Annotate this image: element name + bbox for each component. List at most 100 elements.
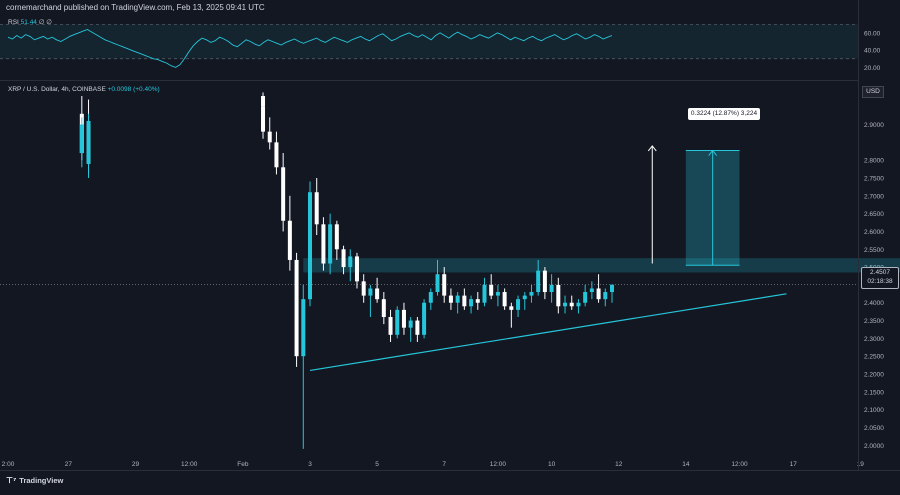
candle-body <box>455 295 460 303</box>
time-tick-label: 29 <box>132 461 140 468</box>
candle <box>274 131 279 175</box>
time-tick-label: 5 <box>375 461 379 468</box>
time-tick-label: 7 <box>442 461 446 468</box>
price-tick-label: 2.2500 <box>864 354 884 361</box>
candle <box>576 299 581 314</box>
candle-body <box>388 316 393 335</box>
candle <box>281 153 286 232</box>
price-tick-label: 2.9000 <box>864 122 884 129</box>
price-axis-border <box>858 0 859 470</box>
rsi-value: 51.44 <box>20 19 37 26</box>
tv-logo-icon: ⊤⁷ <box>6 476 17 485</box>
candle <box>328 213 333 275</box>
currency-badge[interactable]: USD <box>862 86 884 98</box>
candle <box>422 299 427 339</box>
candle-body <box>281 167 286 221</box>
candle <box>589 281 594 300</box>
candle <box>596 274 601 303</box>
candle <box>509 302 514 328</box>
time-tick-label: 3 <box>308 461 312 468</box>
candle <box>448 288 453 310</box>
candle <box>482 277 487 307</box>
symbol-change: +0.0098 (+0.40%) <box>107 86 160 93</box>
rsi-legend: RSI 51.44 ∅ ∅ <box>8 18 52 26</box>
bar-countdown: 02:18:38 <box>867 278 893 285</box>
price-tick-label: 2.0500 <box>864 425 884 432</box>
candle <box>361 274 366 303</box>
candle-body <box>395 309 400 335</box>
candle-body <box>610 284 614 293</box>
candle-body <box>354 256 359 282</box>
candle-body <box>495 292 500 296</box>
candle <box>516 295 521 317</box>
time-tick-label: 12:00 <box>490 461 507 468</box>
candle <box>462 288 467 310</box>
candle-body <box>589 288 594 293</box>
pane-divider[interactable] <box>0 80 858 81</box>
time-tick-label: Feb <box>237 461 249 468</box>
price-tick-label: 2.4000 <box>864 300 884 307</box>
price-tick-label: 2.3500 <box>864 318 884 325</box>
rsi-label[interactable]: RSI <box>8 19 19 26</box>
rsi-line <box>7 29 613 68</box>
candle <box>408 316 413 342</box>
candle <box>469 295 474 314</box>
candle <box>583 284 588 307</box>
candle-body <box>415 320 420 335</box>
time-tick-label: 17 <box>790 461 798 468</box>
candle-body <box>348 256 353 268</box>
rsi-tick-label: 60.00 <box>864 30 881 37</box>
candle-body <box>86 120 91 164</box>
time-tick-label: 19 <box>857 461 865 468</box>
projection-arrowhead <box>708 149 718 156</box>
candle-body <box>556 284 561 307</box>
candle-body <box>381 299 386 317</box>
candle-body <box>583 292 588 303</box>
rsi-tick-label: 20.00 <box>864 65 881 72</box>
time-tick-label: 2:00 <box>2 461 15 468</box>
candle-body <box>79 124 84 154</box>
candle <box>287 195 292 271</box>
price-tick-label: 2.6500 <box>864 211 884 218</box>
time-tick-label: 10 <box>548 461 556 468</box>
price-tick-label: 2.1500 <box>864 389 884 396</box>
candle-body <box>576 302 581 307</box>
time-tick-label: 12:00 <box>731 461 748 468</box>
candle-body <box>522 295 527 300</box>
footer: ⊤⁷ TradingView <box>0 470 900 491</box>
candle-body <box>549 284 554 293</box>
candle <box>308 181 312 307</box>
last-price: 2.4507 <box>870 269 890 276</box>
candle <box>529 284 534 303</box>
candle <box>489 274 494 300</box>
candle <box>334 220 339 260</box>
candle-body <box>462 295 467 307</box>
candle <box>301 284 306 449</box>
candle <box>348 249 353 282</box>
candle-body <box>328 224 333 264</box>
candle-body <box>569 302 574 307</box>
candle <box>381 292 386 325</box>
candle <box>341 245 346 275</box>
rsi-tick-label: 40.00 <box>864 48 881 55</box>
price-tick-label: 2.0000 <box>864 443 884 450</box>
candle-body <box>334 224 339 250</box>
target-arrowhead <box>647 145 657 152</box>
candle <box>442 267 447 303</box>
candle-body <box>529 292 534 296</box>
candle <box>375 277 380 303</box>
symbol-title[interactable]: XRP / U.S. Dollar, 4h, COINBASE <box>8 86 106 93</box>
price-tick-label: 2.2000 <box>864 372 884 379</box>
candle <box>569 295 574 310</box>
candle <box>435 259 440 296</box>
tradingview-logo[interactable]: ⊤⁷ TradingView <box>6 476 64 485</box>
candle <box>522 292 527 310</box>
candle <box>603 288 608 307</box>
measure-label: 0.3224 (12.87%) 3,224 <box>688 108 760 120</box>
candle <box>536 259 541 296</box>
candle <box>610 284 614 303</box>
time-tick-label: 12:00 <box>181 461 198 468</box>
candle-body <box>469 299 474 307</box>
